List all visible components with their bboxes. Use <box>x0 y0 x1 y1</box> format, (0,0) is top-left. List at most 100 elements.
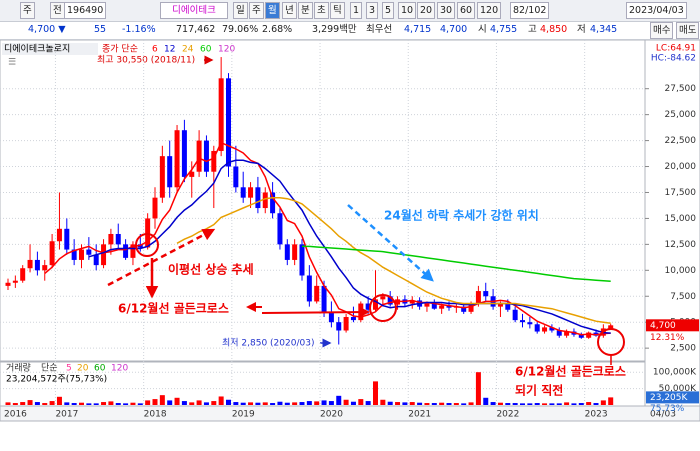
trend-down-label: 24월선 하락 추세가 강한 위치 <box>384 208 539 223</box>
candle-body <box>534 324 540 332</box>
toolbar-button[interactable]: 주 <box>249 2 264 19</box>
candle-body <box>152 197 158 219</box>
volume-bar <box>86 403 92 405</box>
candle-body <box>527 322 533 325</box>
toolbar-button[interactable]: 120 <box>477 2 502 19</box>
x-tick-label: 2022 <box>496 410 519 420</box>
toolbar-button[interactable]: 분 <box>298 2 313 19</box>
candle-body <box>270 192 276 214</box>
low-label: 최저 2,850 (2020/03) <box>222 338 314 349</box>
candle-body <box>306 275 312 302</box>
volume-bar <box>439 402 445 405</box>
candle-body <box>262 192 268 209</box>
volume-bar <box>145 400 151 405</box>
candle-body <box>328 311 334 323</box>
toolbar-button[interactable]: 월 <box>265 2 280 19</box>
cross-label: 되기 직전 <box>515 383 563 398</box>
toolbar-button[interactable]: 년 <box>282 2 297 19</box>
quote-button[interactable]: 매수 <box>650 22 674 39</box>
candle-body <box>123 244 129 258</box>
volume-bar <box>417 402 423 405</box>
volume-bar <box>542 403 548 405</box>
volume-bar <box>343 399 349 405</box>
candle-body <box>101 244 107 266</box>
volume-bar <box>409 402 415 405</box>
volume-bar <box>608 397 614 405</box>
toolbar-button[interactable]: 10 <box>398 2 417 19</box>
toolbar-button[interactable]: 3 <box>366 2 379 19</box>
y-tick-label: 2,500 <box>670 344 696 354</box>
price-tag <box>646 319 699 332</box>
volume-bar <box>527 403 533 405</box>
volume-bar <box>240 402 246 405</box>
volume-bar <box>101 402 107 405</box>
y-tick-label: 22,500 <box>665 136 697 146</box>
cross-label: 6/12월선 골든크로스 <box>118 301 229 316</box>
toolbar-button[interactable]: 1 <box>350 2 363 19</box>
volume-bar <box>196 400 202 405</box>
toolbar-button[interactable]: 주 <box>20 2 35 19</box>
candle-body <box>255 187 261 209</box>
volume-bar <box>49 401 55 405</box>
candle-body <box>196 140 202 172</box>
candle-body <box>211 150 217 172</box>
candle-body <box>108 233 114 245</box>
x-tick-label: 2020 <box>320 410 343 420</box>
y-tick-label: 10,000 <box>665 266 697 276</box>
quote-button[interactable]: 매도 <box>676 22 700 39</box>
candle-body <box>79 249 84 260</box>
candle-body <box>431 303 437 309</box>
volume-bar <box>593 403 599 405</box>
candle-body <box>461 306 467 312</box>
toolbar-button[interactable]: 초 <box>314 2 329 19</box>
candle-body <box>27 259 33 269</box>
y-tick-label: 12,500 <box>665 240 697 250</box>
volume-bar <box>108 401 114 405</box>
candle-body <box>34 259 40 271</box>
toolbar-button[interactable]: 30 <box>437 2 456 19</box>
quote-field: 4,700 <box>440 24 468 35</box>
lc-label: LC:64.91 <box>656 44 696 54</box>
volume-bar <box>328 401 334 405</box>
x-tick-label: 04/03 <box>650 410 676 420</box>
toolbar-button[interactable]: 틱 <box>330 2 345 19</box>
quote-field: 고 <box>528 24 537 35</box>
candle-body <box>159 156 165 198</box>
legend: 종가 단순 6 12 24 60 120 <box>102 44 235 55</box>
legend-entry: 6 <box>152 45 158 55</box>
candle-body <box>446 305 452 308</box>
volume-bar <box>130 402 136 405</box>
toolbar-button[interactable]: 20 <box>417 2 436 19</box>
trend-up-label: 이평선 상승 추세 <box>168 262 254 277</box>
volume-bar <box>123 403 129 405</box>
candle-body <box>292 244 298 260</box>
candle-body <box>181 130 187 177</box>
volume-bar <box>586 402 592 405</box>
quote-field: 2.68% <box>262 24 293 35</box>
volume-bar <box>306 401 312 405</box>
volume-bar <box>505 403 511 405</box>
toolbar-button[interactable]: 5 <box>382 2 395 19</box>
quote-field: 시 <box>478 24 487 35</box>
volume-summary: 23,204,572주(75,73%) <box>6 374 107 385</box>
high-label: 최고 30,550 (2018/11) <box>97 55 195 66</box>
cross-label: 6/12월선 골든크로스 <box>515 364 626 379</box>
toolbar-button[interactable]: 82/102 <box>510 2 550 19</box>
chart-title: 디에이테크놀로지 <box>4 44 70 55</box>
toolbar-button[interactable]: 일 <box>233 2 248 19</box>
toolbar-button[interactable]: 60 <box>457 2 476 19</box>
candle-body <box>174 130 180 188</box>
volume-bar <box>468 402 474 405</box>
candle-body <box>5 282 11 286</box>
candle-body <box>56 228 62 242</box>
volume-panel <box>0 361 646 407</box>
candle-body <box>277 213 283 245</box>
toolbar-button[interactable]: 전 <box>50 2 65 19</box>
legend-entry: 거래량 <box>6 362 31 374</box>
volume-bar <box>314 401 320 405</box>
toolbar-button[interactable]: 2023/04/03 <box>626 2 687 19</box>
candle-body <box>321 285 327 312</box>
x-tick-label: 2023 <box>585 410 608 420</box>
candle-body <box>556 330 562 336</box>
toolbar-field: 196490 <box>64 2 107 19</box>
